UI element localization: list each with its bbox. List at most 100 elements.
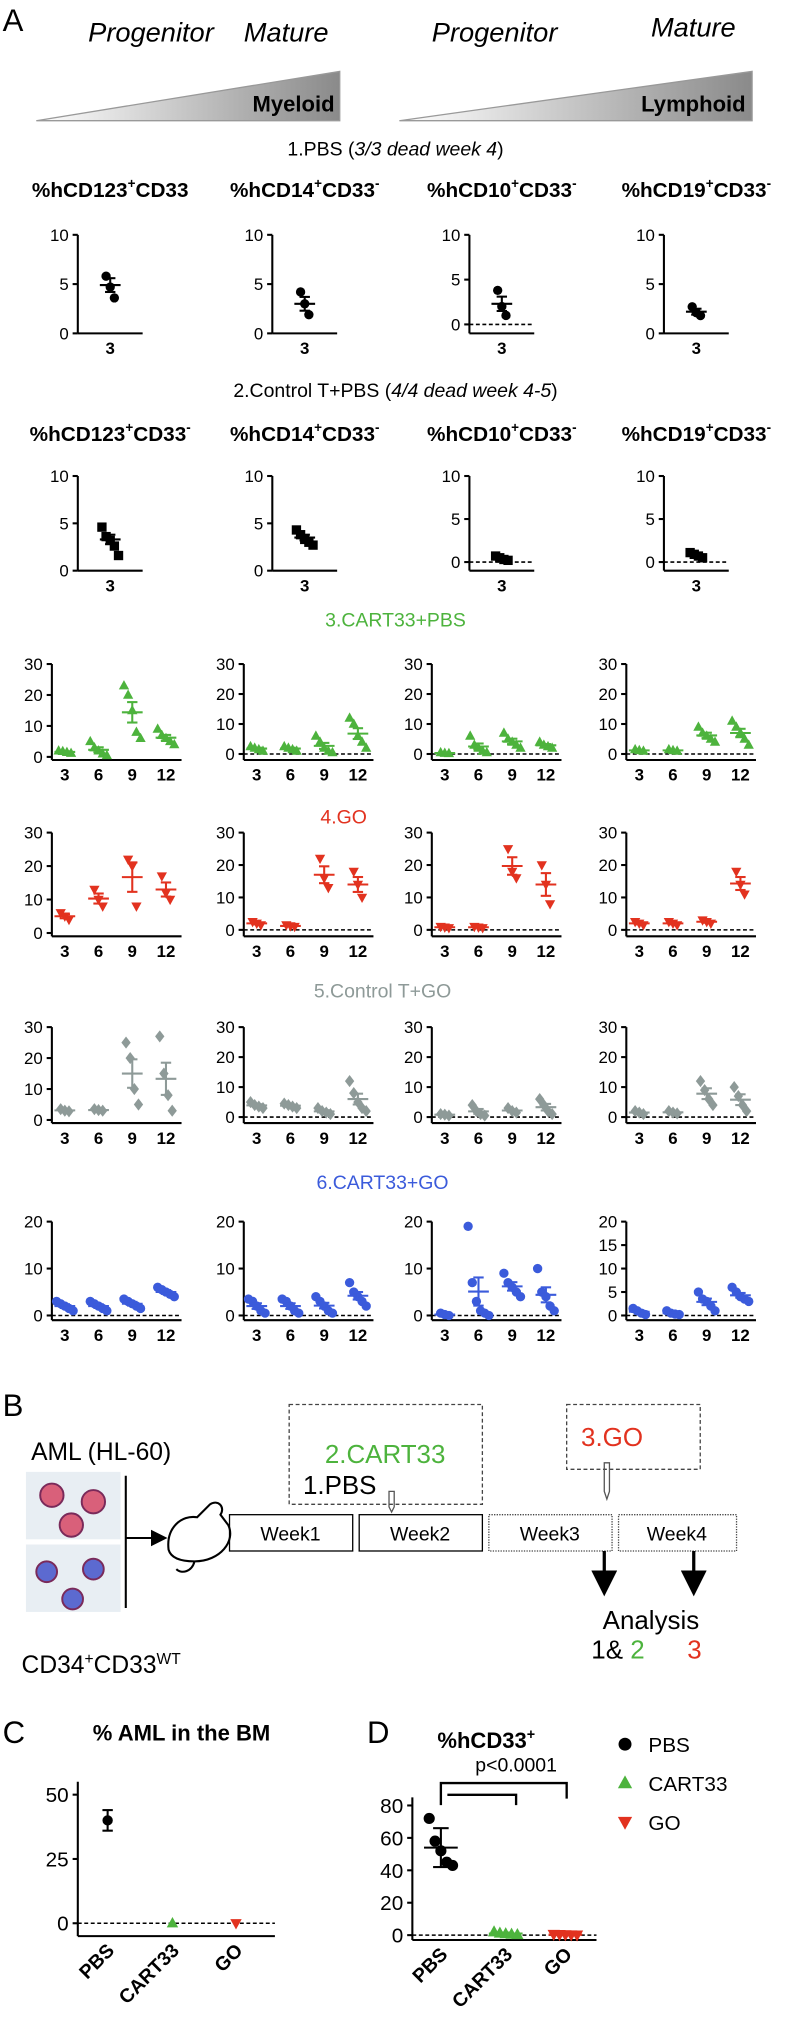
x-tick-label: 9 xyxy=(702,942,711,961)
gradient-right: Mature xyxy=(651,11,736,42)
y-tick-label: 20 xyxy=(598,685,617,704)
point xyxy=(314,854,326,865)
week: Week1 xyxy=(260,1524,320,1546)
point xyxy=(323,883,334,894)
x-tick-label: 12 xyxy=(537,1326,556,1345)
y-tick-label: 10 xyxy=(598,1078,617,1097)
y-tick-label: 60 xyxy=(380,1827,403,1850)
title-part: %hCD10 xyxy=(427,423,511,446)
point xyxy=(310,730,322,740)
y-tick-label: 0 xyxy=(225,1108,234,1127)
y-tick-label: 20 xyxy=(24,1049,43,1068)
y-tick-label: 10 xyxy=(598,715,617,734)
x-tick-label: 12 xyxy=(731,942,750,961)
x-tick-label: 3 xyxy=(692,576,701,595)
analysis: Analysis xyxy=(603,1607,700,1635)
title-part: CD33 xyxy=(322,179,375,202)
point xyxy=(511,874,522,884)
gradient-wedge xyxy=(399,70,753,122)
point xyxy=(465,730,476,740)
legend-label: PBS xyxy=(648,1734,690,1757)
y-tick-label: 10 xyxy=(216,1260,235,1279)
x-tick-label: 6 xyxy=(286,1129,295,1148)
point xyxy=(155,1030,165,1043)
legend-marker xyxy=(617,1816,633,1830)
point xyxy=(515,742,526,752)
x-tick-label: 6 xyxy=(474,942,483,961)
treatment: 3.GO xyxy=(581,1424,643,1452)
cell-label: CD34+CD33WT xyxy=(22,1651,182,1679)
x-tick-label: 6 xyxy=(94,1129,103,1148)
x-tick-label: 6 xyxy=(668,766,677,785)
y-tick-label: 20 xyxy=(380,1892,403,1915)
significance-bracket xyxy=(439,1781,568,1806)
x-tick-label: 6 xyxy=(286,942,295,961)
y-tick-label: 0 xyxy=(59,324,68,343)
y-tick-label: 40 xyxy=(380,1860,403,1883)
y-tick-label: 10 xyxy=(598,889,617,908)
point xyxy=(446,1859,459,1872)
title-part: - xyxy=(375,176,379,191)
point xyxy=(85,735,96,746)
y-tick-label: 5 xyxy=(254,514,263,533)
y-tick-label: 10 xyxy=(50,467,69,486)
y-tick-label: 30 xyxy=(216,655,235,674)
point xyxy=(356,893,368,904)
y-tick-label: 10 xyxy=(442,226,461,245)
point xyxy=(709,736,721,746)
title-part: - xyxy=(186,420,191,435)
title-part: + xyxy=(314,420,322,435)
y-tick-label: 30 xyxy=(404,1018,423,1037)
syringe xyxy=(388,1490,395,1514)
x-tick-label: 3 xyxy=(635,1326,644,1345)
row-title: 6.CART33+GO xyxy=(317,1172,449,1194)
point xyxy=(499,1268,509,1278)
title-part: - xyxy=(572,176,576,191)
x-tick-label: 12 xyxy=(157,1129,176,1148)
point xyxy=(102,1306,112,1316)
point xyxy=(729,1081,739,1094)
y-tick-label: 0 xyxy=(645,553,654,572)
x-tick-label: 12 xyxy=(731,766,750,785)
point xyxy=(467,1277,477,1288)
x-tick-label: 9 xyxy=(508,942,517,961)
x-tick-label: 3 xyxy=(300,576,309,595)
x-tick-label: CART33 xyxy=(448,1943,517,2012)
x-tick-label: 3 xyxy=(497,339,506,358)
x-tick-label: 3 xyxy=(252,1326,261,1345)
y-tick-label: 0 xyxy=(225,1307,234,1326)
chart-title: %hCD10+CD33- xyxy=(427,176,577,202)
y-tick-label: 0 xyxy=(392,1925,404,1948)
y-tick-label: 0 xyxy=(33,924,42,943)
title-part: + xyxy=(511,420,519,435)
point xyxy=(536,861,547,871)
point xyxy=(135,732,146,743)
y-tick-label: 10 xyxy=(442,467,461,486)
week-box xyxy=(228,1514,354,1552)
point xyxy=(101,749,112,760)
x-tick-label: 6 xyxy=(286,766,295,785)
x-tick-label: 12 xyxy=(157,942,176,961)
point xyxy=(121,1036,131,1049)
point xyxy=(109,541,120,551)
point xyxy=(122,689,134,699)
x-tick-label: 9 xyxy=(702,1326,711,1345)
legend-marker xyxy=(618,1737,632,1751)
x-tick-label: 9 xyxy=(702,766,711,785)
y-tick-label: 10 xyxy=(404,1260,423,1279)
point xyxy=(693,721,704,731)
y-tick-label: 10 xyxy=(50,226,69,245)
title-part: CD33 xyxy=(135,179,188,202)
x-tick-label: 6 xyxy=(474,1129,483,1148)
y-tick-label: 10 xyxy=(404,715,423,734)
x-tick-label: 6 xyxy=(286,1326,295,1345)
gradient-right: Mature xyxy=(244,17,329,48)
row-title: 3.CART33+PBS xyxy=(325,609,466,631)
gradient-left: Progenitor xyxy=(432,17,559,48)
y-tick-label: 20 xyxy=(24,686,43,705)
point xyxy=(481,746,492,757)
point xyxy=(498,727,510,737)
title-part: CD33 xyxy=(714,423,767,446)
point xyxy=(532,1263,543,1274)
point xyxy=(743,739,754,749)
